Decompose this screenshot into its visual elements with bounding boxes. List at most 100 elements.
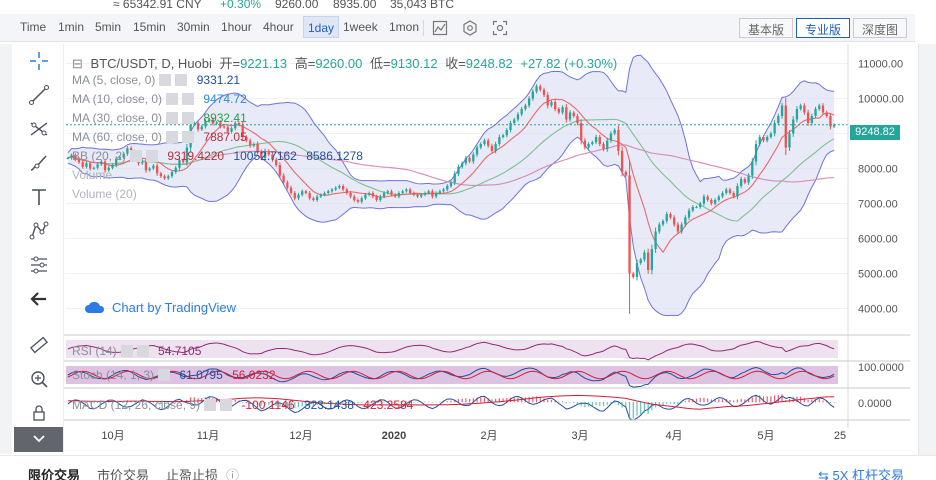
basic-view-button[interactable]: 基本版 [739,18,794,38]
macd-bar [353,402,355,404]
candle [152,164,155,171]
tab-stop-order[interactable]: 止盈止损 [166,468,219,480]
close-icon[interactable] [136,345,149,357]
tf-15min[interactable]: 15min [133,20,166,34]
candle [446,184,449,192]
ma5-legend[interactable]: MA (5, close, 0) 9331.21 [72,73,240,87]
tf-30min[interactable]: 30min [177,20,210,34]
candle-body [278,165,282,176]
macd-legend[interactable]: MACD (12, 26, close, 9) -100.1146 323.14… [72,398,413,412]
pro-view-button[interactable]: 专业版 [796,18,851,38]
candle [70,153,73,160]
volume-ma-legend[interactable]: Volume (20) [72,187,137,201]
tab-limit-order[interactable]: 限价交易 [28,468,81,480]
tf-5min[interactable]: 5min [95,20,122,34]
right-scrollbar[interactable] [918,44,936,464]
trendline-icon[interactable] [26,84,52,110]
collapse-toolbar-button[interactable] [14,427,63,452]
macd-bar [744,399,746,403]
candle-body [717,196,720,200]
candle [587,142,590,150]
brush-icon[interactable] [26,152,52,178]
close-icon[interactable] [146,150,159,162]
eye-icon[interactable] [120,345,133,357]
candle-body [706,196,709,200]
macd-bar [283,402,285,408]
candle-body [215,122,218,124]
y-tick-label: 6000.00 [858,234,898,246]
candle-body [561,107,564,113]
macd-bar [286,402,288,408]
tab-market-order[interactable]: 市价交易 [97,468,150,480]
ma10-legend[interactable]: MA (10, close, 0) 9474.72 [72,92,247,106]
close-icon[interactable] [182,131,195,143]
settings-icon[interactable] [460,18,480,38]
symbol-legend: ⊟ BTC/USDT, D, Huobi 开=9221.13 高=9260.00… [72,53,621,72]
candle-body [609,133,613,141]
tf-1hour[interactable]: 1hour [221,20,252,34]
close-icon[interactable] [182,93,195,105]
tf-1day[interactable]: 1day [303,16,340,38]
eye-icon[interactable] [130,150,143,162]
rsi-legend[interactable]: RSI (14) 54.7105 [72,344,201,358]
collapse-legend-icon[interactable]: ⊟ [72,56,83,71]
candle [654,227,657,253]
macd-bar [506,398,508,403]
price-chart[interactable]: 4000.005000.006000.007000.008000.009000.… [0,0,916,455]
ma30-legend[interactable]: MA (30, close, 0) 8932.41 [72,111,247,125]
eye-icon[interactable] [166,93,179,105]
candle [572,110,575,118]
measure-icon[interactable] [26,254,52,280]
leverage-trade-link[interactable]: ⇆ 5X 杠杆交易 [818,465,904,480]
candle-body [412,193,415,195]
eye-icon[interactable] [159,74,172,86]
text-icon[interactable] [26,186,52,212]
candle-body [289,187,293,193]
macd-bar [502,398,504,403]
close-icon[interactable] [220,399,233,411]
macd-bar [431,402,434,403]
ma60-label: MA (60, close, 0) [72,130,163,144]
tf-time[interactable]: Time [20,20,47,34]
candle-body [152,165,155,169]
eye-icon[interactable] [158,369,171,381]
bb-legend[interactable]: BB (20, 2) 9319.4220 10052.7162 8586.127… [72,149,363,163]
close-icon[interactable] [182,112,195,124]
tf-4hour[interactable]: 4hour [263,20,294,34]
eye-icon[interactable] [166,112,179,124]
candle [334,186,337,192]
ruler-icon[interactable] [26,334,52,360]
macd-bar [803,398,805,403]
candle [509,120,512,133]
candle [713,198,717,206]
candle [368,191,371,197]
left-scrollbar[interactable] [0,44,12,454]
stoch-legend[interactable]: Stoch (14, 1, 3) 61.0795 56.0232 [72,368,276,382]
tf-1mon[interactable]: 1mon [389,20,420,34]
tf-1min[interactable]: 1min [58,20,85,34]
macd-bar [822,400,824,403]
macd-bar [498,398,500,403]
macd-bar [149,402,151,404]
lock-icon[interactable] [26,402,52,428]
eye-icon[interactable] [166,131,179,143]
indicators-icon[interactable] [430,18,450,38]
screenshot-icon[interactable] [490,18,510,38]
macd-bar [74,402,76,403]
fib-icon[interactable] [26,118,52,144]
candle-body [628,175,631,274]
info-icon[interactable]: ⓘ [226,468,240,480]
zoom-icon[interactable] [26,368,52,394]
back-arrow-icon[interactable] [26,288,52,314]
tf-1week[interactable]: 1week [343,20,378,34]
pattern-icon[interactable] [26,220,52,246]
volume-legend[interactable]: Volume [72,168,113,182]
close-icon[interactable] [175,74,188,86]
crosshair-icon[interactable] [26,50,52,76]
eye-icon[interactable] [204,399,217,411]
candle [412,191,415,197]
tradingview-watermark[interactable]: Chart by TradingView [84,300,236,315]
macd-bar [312,402,314,407]
depth-chart-button[interactable]: 深度图 [853,18,908,38]
ma60-legend[interactable]: MA (60, close, 0) 7887.05 [72,130,247,144]
